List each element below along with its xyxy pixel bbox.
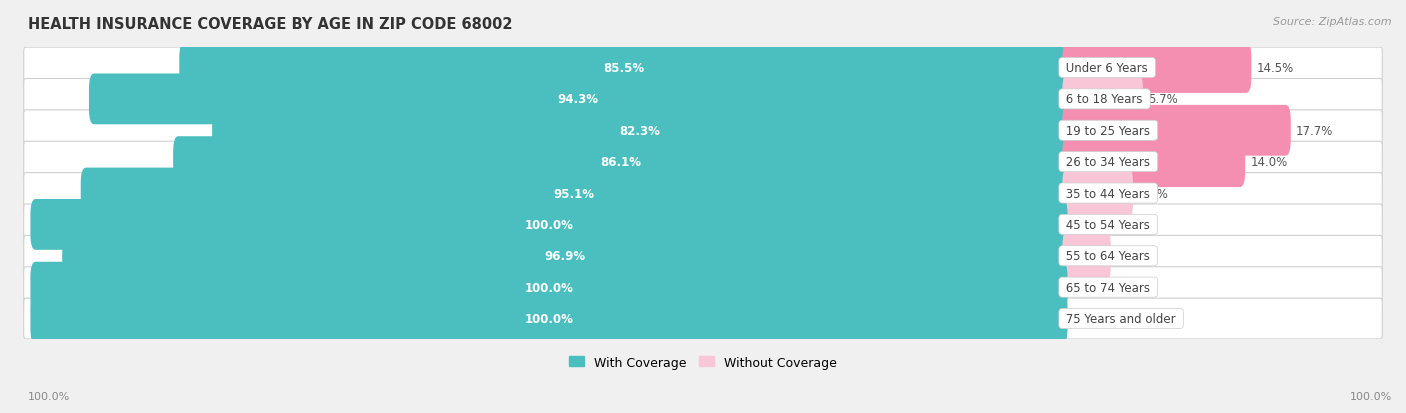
FancyBboxPatch shape	[62, 231, 1067, 282]
Text: 14.0%: 14.0%	[1250, 156, 1288, 169]
FancyBboxPatch shape	[1063, 74, 1143, 125]
FancyBboxPatch shape	[31, 199, 1067, 250]
Text: 0.0%: 0.0%	[1078, 281, 1108, 294]
Text: 4.9%: 4.9%	[1139, 187, 1168, 200]
Text: HEALTH INSURANCE COVERAGE BY AGE IN ZIP CODE 68002: HEALTH INSURANCE COVERAGE BY AGE IN ZIP …	[28, 17, 513, 31]
Text: 17.7%: 17.7%	[1296, 124, 1333, 138]
Text: 75 Years and older: 75 Years and older	[1063, 312, 1180, 325]
Text: 100.0%: 100.0%	[524, 281, 574, 294]
FancyBboxPatch shape	[1063, 231, 1111, 282]
FancyBboxPatch shape	[212, 106, 1067, 156]
Text: 0.0%: 0.0%	[1078, 312, 1108, 325]
FancyBboxPatch shape	[1063, 137, 1246, 188]
Text: 26 to 34 Years: 26 to 34 Years	[1063, 156, 1154, 169]
FancyBboxPatch shape	[24, 111, 1382, 151]
Text: 82.3%: 82.3%	[620, 124, 661, 138]
FancyBboxPatch shape	[31, 293, 1067, 344]
Text: 95.1%: 95.1%	[554, 187, 595, 200]
Text: 100.0%: 100.0%	[28, 391, 70, 401]
Text: 100.0%: 100.0%	[524, 218, 574, 231]
FancyBboxPatch shape	[24, 48, 1382, 89]
Text: 96.9%: 96.9%	[544, 250, 585, 263]
Text: 55 to 64 Years: 55 to 64 Years	[1063, 250, 1154, 263]
Text: 5.7%: 5.7%	[1149, 93, 1178, 106]
Text: 35 to 44 Years: 35 to 44 Years	[1063, 187, 1154, 200]
Text: 0.0%: 0.0%	[1078, 218, 1108, 231]
FancyBboxPatch shape	[24, 267, 1382, 308]
FancyBboxPatch shape	[1063, 43, 1251, 94]
FancyBboxPatch shape	[24, 204, 1382, 245]
FancyBboxPatch shape	[80, 168, 1067, 219]
Text: 45 to 54 Years: 45 to 54 Years	[1063, 218, 1154, 231]
Text: 3.1%: 3.1%	[1116, 250, 1146, 263]
FancyBboxPatch shape	[24, 236, 1382, 276]
Text: 19 to 25 Years: 19 to 25 Years	[1063, 124, 1154, 138]
FancyBboxPatch shape	[24, 173, 1382, 214]
Text: 100.0%: 100.0%	[1350, 391, 1392, 401]
Text: 100.0%: 100.0%	[524, 312, 574, 325]
Text: 6 to 18 Years: 6 to 18 Years	[1063, 93, 1147, 106]
Text: 85.5%: 85.5%	[603, 62, 644, 75]
Text: Under 6 Years: Under 6 Years	[1063, 62, 1152, 75]
Legend: With Coverage, Without Coverage: With Coverage, Without Coverage	[564, 351, 842, 374]
FancyBboxPatch shape	[31, 262, 1067, 313]
Text: 86.1%: 86.1%	[600, 156, 641, 169]
FancyBboxPatch shape	[24, 79, 1382, 120]
FancyBboxPatch shape	[89, 74, 1067, 125]
Text: 65 to 74 Years: 65 to 74 Years	[1063, 281, 1154, 294]
Text: 14.5%: 14.5%	[1257, 62, 1294, 75]
FancyBboxPatch shape	[24, 299, 1382, 339]
FancyBboxPatch shape	[180, 43, 1067, 94]
FancyBboxPatch shape	[24, 142, 1382, 183]
FancyBboxPatch shape	[173, 137, 1067, 188]
FancyBboxPatch shape	[1063, 168, 1133, 219]
Text: Source: ZipAtlas.com: Source: ZipAtlas.com	[1274, 17, 1392, 26]
FancyBboxPatch shape	[1063, 106, 1291, 156]
Text: 94.3%: 94.3%	[558, 93, 599, 106]
